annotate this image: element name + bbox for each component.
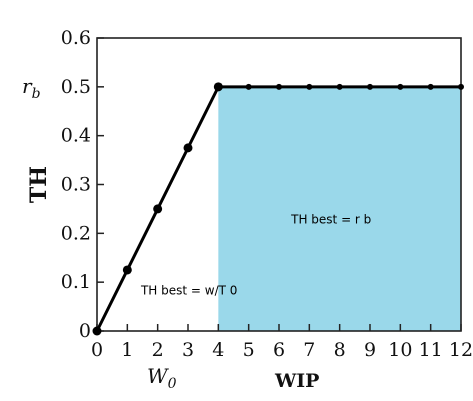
w0-base: W (147, 364, 169, 388)
data-point (367, 83, 373, 90)
data-point (213, 82, 223, 92)
x-tick-label: 11 (419, 339, 443, 361)
rb-sub: b (32, 86, 41, 102)
x-tick-label: 6 (273, 339, 285, 361)
xlabel: WIP (274, 370, 320, 392)
y-tick-label: 0.6 (61, 27, 91, 49)
data-point (336, 83, 343, 90)
y-tick-label: 0.5 (61, 76, 91, 98)
ylabel: TH (26, 166, 52, 203)
x-tick-label: 2 (152, 339, 164, 361)
x-tick-label: 5 (243, 339, 255, 361)
y-tick-label: 0.2 (61, 222, 91, 244)
x-tick-label: 9 (364, 339, 376, 361)
rb-label: rb (22, 74, 41, 102)
x-tick-label: 0 (91, 339, 103, 361)
plot-frame (96, 37, 462, 332)
x-tick-label: 7 (303, 339, 315, 361)
data-point (458, 83, 464, 90)
shaded-region (218, 86, 461, 331)
x-tick-label: 10 (388, 339, 412, 361)
x-tick-label: 8 (334, 339, 346, 361)
data-point (427, 83, 434, 90)
y-tick-label: 0.1 (61, 271, 91, 293)
x-tick-label: 12 (449, 339, 473, 361)
rb-base: r (22, 74, 33, 98)
data-points (92, 82, 464, 336)
annotation-flat: TH best = r b (290, 213, 371, 227)
data-point (92, 326, 102, 336)
data-point (306, 83, 313, 90)
data-point (245, 83, 252, 90)
x-tick-label: 4 (212, 339, 224, 361)
data-point (122, 265, 132, 275)
x-tick-label: 1 (121, 339, 133, 361)
y-tick-label: 0.3 (61, 174, 91, 196)
data-point (397, 83, 404, 90)
data-point (183, 143, 193, 153)
y-tick-label: 0.4 (61, 125, 91, 147)
annotation-ramp: TH best = w/T 0 (140, 283, 237, 297)
data-point (153, 204, 163, 214)
x-tick-label: 3 (182, 339, 194, 361)
w0-label: W0 (147, 364, 177, 392)
y-tick-label: 0 (79, 320, 91, 342)
data-point (276, 83, 282, 90)
w0-sub: 0 (168, 376, 177, 392)
